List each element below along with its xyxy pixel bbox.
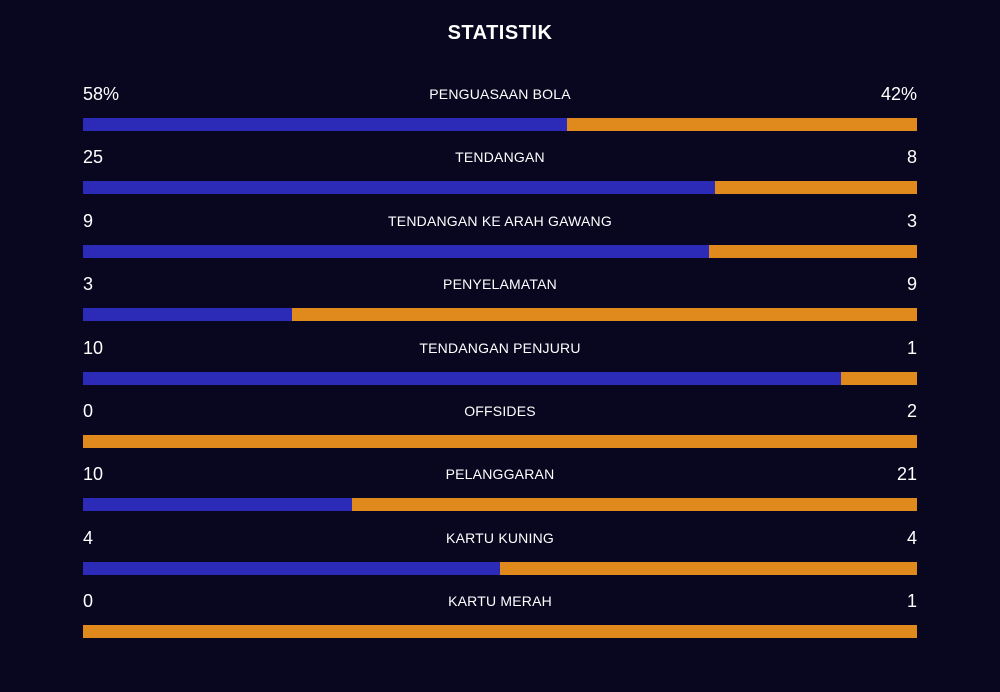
- comparison-bar: [83, 561, 917, 575]
- stat-label: OFFSIDES: [464, 402, 536, 419]
- home-bar-segment: [83, 308, 292, 322]
- stats-title: STATISTIK: [447, 22, 553, 44]
- stat-label: PENYELAMATAN: [443, 276, 557, 293]
- stat-label: TENDANGAN KE ARAH GAWANG: [388, 212, 612, 229]
- home-value: 3: [83, 274, 94, 295]
- home-value: 0: [83, 591, 94, 612]
- away-value: 1: [906, 337, 917, 358]
- home-bar-segment: [83, 181, 715, 195]
- comparison-bar: [83, 434, 917, 448]
- home-value: 9: [83, 210, 94, 231]
- comparison-bar: [83, 371, 917, 385]
- away-value: 21: [896, 464, 917, 485]
- home-bar-segment: [83, 561, 500, 575]
- comparison-bar: [83, 308, 917, 322]
- home-value: 4: [83, 527, 94, 548]
- stat-row: 25 TENDANGAN 8: [83, 143, 917, 206]
- home-bar-segment: [83, 118, 567, 131]
- stat-row-header: 3 PENYELAMATAN 9: [83, 270, 917, 298]
- comparison-bar: [83, 625, 917, 639]
- away-value: 4: [906, 527, 917, 548]
- comparison-bar: [83, 244, 917, 258]
- stat-row: 0 OFFSIDES 2: [83, 397, 917, 460]
- home-value: 58%: [83, 84, 120, 104]
- stat-row: 58% PENGUASAAN BOLA 42%: [83, 80, 917, 143]
- home-bar-segment: [83, 244, 709, 258]
- home-bar-segment: [83, 498, 353, 512]
- away-bar-segment: [291, 308, 917, 322]
- stat-row-header: 10 PELANGGARAN 21: [83, 460, 917, 488]
- stat-row-header: 58% PENGUASAAN BOLA 42%: [83, 80, 917, 108]
- comparison-bar: [83, 118, 917, 131]
- stat-row: 10 TENDANGAN PENJURU 1: [83, 334, 917, 397]
- stat-row: 4 KARTU KUNING 4: [83, 524, 917, 587]
- away-value: 42%: [880, 84, 917, 104]
- comparison-bar: [83, 498, 917, 512]
- away-value: 2: [906, 400, 917, 421]
- stat-label: PENGUASAAN BOLA: [429, 86, 571, 102]
- stat-label: TENDANGAN: [455, 149, 545, 166]
- away-bar-segment: [714, 181, 917, 195]
- stat-row: 0 KARTU MERAH 1: [83, 587, 917, 650]
- stat-row-header: 10 TENDANGAN PENJURU 1: [83, 334, 917, 362]
- away-bar-segment: [83, 434, 917, 448]
- away-bar-segment: [841, 371, 917, 385]
- away-bar-segment: [708, 244, 917, 258]
- stat-label: KARTU KUNING: [446, 529, 554, 546]
- stat-row: 3 PENYELAMATAN 9: [83, 270, 917, 333]
- away-value: 1: [906, 591, 917, 612]
- stats-list: 58% PENGUASAAN BOLA 42% 25 TENDANGAN 8 9 TENDAN…: [83, 80, 917, 651]
- stat-label: PELANGGARAN: [445, 466, 555, 483]
- stat-row: 10 PELANGGARAN 21: [83, 460, 917, 523]
- stat-label: TENDANGAN PENJURU: [419, 339, 581, 356]
- stat-row-header: 9 TENDANGAN KE ARAH GAWANG 3: [83, 207, 917, 235]
- home-value: 10: [83, 464, 104, 485]
- comparison-bar: [83, 181, 917, 195]
- home-value: 25: [83, 147, 104, 168]
- home-value: 10: [83, 337, 104, 358]
- away-bar-segment: [566, 118, 917, 131]
- stat-label: KARTU MERAH: [448, 593, 552, 610]
- stat-row-header: 25 TENDANGAN 8: [83, 143, 917, 171]
- away-bar-segment: [500, 561, 917, 575]
- stat-row-header: 0 OFFSIDES 2: [83, 397, 917, 425]
- away-value: 9: [906, 274, 917, 295]
- away-bar-segment: [352, 498, 917, 512]
- away-bar-segment: [83, 625, 917, 639]
- home-value: 0: [83, 400, 94, 421]
- stat-row-header: 4 KARTU KUNING 4: [83, 524, 917, 552]
- away-value: 8: [906, 147, 917, 168]
- home-bar-segment: [83, 371, 842, 385]
- stat-row-header: 0 KARTU MERAH 1: [83, 587, 917, 615]
- stat-row: 9 TENDANGAN KE ARAH GAWANG 3: [83, 207, 917, 270]
- away-value: 3: [906, 210, 917, 231]
